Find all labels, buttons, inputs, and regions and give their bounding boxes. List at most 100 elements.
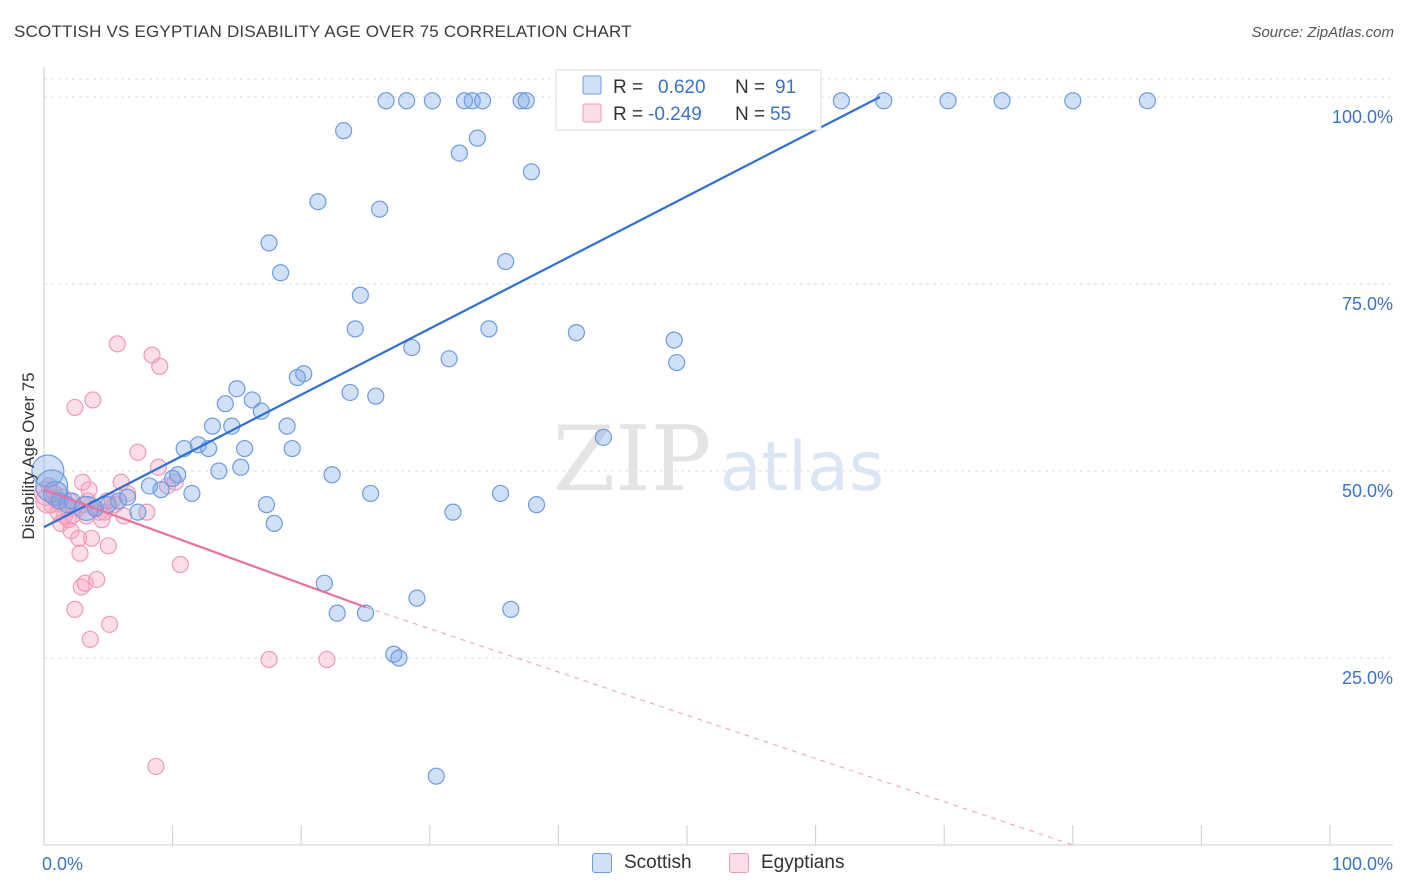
scottish-point [309, 193, 327, 211]
y-axis-label: Disability Age Over 75 [19, 372, 38, 539]
y-tick-label-75: 75.0% [1342, 294, 1393, 314]
legend-n-value-1: 91 [775, 77, 796, 98]
watermark-zip: ZIP [553, 407, 712, 512]
egyptians-point [88, 570, 106, 589]
egyptians-point [318, 650, 336, 669]
scottish-point [335, 122, 353, 140]
legend-item-egyptians: Egyptians [729, 852, 844, 874]
legend-n-label-1: N = [735, 77, 765, 98]
egyptians-point [66, 398, 84, 417]
legend-item-scottish: Scottish [592, 852, 692, 874]
scottish-point [346, 320, 364, 338]
scottish-trend-line [43, 96, 881, 529]
legend-label-scottish: Scottish [624, 852, 692, 873]
axes [43, 67, 1393, 846]
scottish-point [512, 92, 530, 110]
egyptians-point [84, 391, 102, 409]
egyptians-point [108, 335, 126, 353]
scottish-point [169, 466, 187, 484]
scottish-point [1138, 92, 1156, 110]
egyptians-point [151, 357, 169, 375]
egyptians-point [138, 503, 156, 521]
legend-swatch-egyptians [582, 103, 602, 123]
scottish-point [665, 331, 683, 349]
scottish-point [232, 458, 250, 476]
scottish-point [257, 496, 276, 514]
series-legend: Scottish Egyptians [0, 852, 1406, 880]
scottish-point [328, 604, 346, 622]
legend-n-value-2: 55 [770, 104, 791, 125]
scottish-point [129, 503, 147, 521]
scottish-point [993, 92, 1011, 110]
watermark: ZIP atlas [553, 407, 884, 512]
scottish-point [183, 484, 201, 503]
legend-r-label-2: R = [613, 104, 643, 125]
gridlines [44, 78, 1393, 659]
scottish-point [283, 439, 301, 458]
scottish-point [390, 649, 408, 667]
egyptians-point [71, 544, 89, 562]
scottish-point [832, 92, 850, 110]
scottish-point [356, 604, 375, 622]
egyptians-trend-line [43, 488, 366, 609]
scottish-point [315, 574, 333, 592]
scottish-point [403, 338, 421, 357]
egyptians-point [81, 630, 99, 648]
scottish-point [440, 350, 458, 368]
scottish-point [228, 380, 246, 398]
scottish-point [1064, 92, 1082, 110]
scottish-point [480, 320, 498, 338]
x-tick-label-0: 0.0% [42, 854, 83, 874]
scottish-point [272, 264, 290, 282]
egyptians-point [82, 529, 101, 547]
scottish-point [427, 767, 445, 785]
scottish-point [450, 144, 468, 162]
scottish-point [351, 286, 369, 304]
scottish-point [152, 481, 170, 499]
scottish-point [398, 92, 416, 110]
scottish-point [295, 365, 313, 383]
scottish-point [265, 514, 283, 532]
scottish-point [260, 234, 278, 252]
scottish-point [109, 492, 128, 510]
scottish-point [367, 387, 385, 405]
tick-labels: 25.0% 50.0% 75.0% 100.0% 0.0% 100.0% [42, 107, 1393, 874]
scottish-swatch [592, 853, 612, 873]
legend-r-value-1: 0.620 [658, 77, 706, 98]
scottish-point [362, 484, 380, 503]
scottish-point [567, 324, 586, 342]
legend-r-label-1: R = [613, 77, 643, 98]
scottish-point [502, 600, 520, 618]
egyptians-point [70, 529, 88, 547]
egyptians-swatch [729, 853, 749, 873]
y-tick-label-50: 50.0% [1342, 481, 1393, 501]
x-tick-label-100: 100.0% [1332, 854, 1393, 874]
scottish-point [444, 503, 462, 521]
egyptians-point [260, 650, 278, 669]
scottish-point [875, 92, 893, 110]
scottish-point [341, 383, 359, 402]
legend-r-value-2: -0.249 [648, 104, 702, 125]
egyptians-point [129, 443, 147, 461]
trend-lines [43, 96, 1073, 846]
scottish-point [497, 252, 515, 271]
egyptians-point [66, 600, 84, 618]
scottish-point [118, 488, 137, 506]
egyptians-point [171, 555, 189, 574]
scottish-point [210, 462, 228, 480]
legend-n-label-2: N = [735, 104, 765, 125]
egyptians-point [80, 481, 98, 499]
scottish-point [236, 439, 254, 458]
chart-source: Source: ZipAtlas.com [1251, 24, 1394, 41]
scottish-point [377, 92, 395, 110]
legend-label-egyptians: Egyptians [761, 852, 845, 873]
correlation-legend: R = 0.620 N = 91 R = -0.249 N = 55 [555, 69, 822, 131]
scottish-point [668, 353, 686, 372]
scottish-point [473, 92, 492, 110]
legend-swatch-scottish [582, 75, 602, 95]
egyptians-point [147, 757, 165, 776]
scottish-point [243, 391, 261, 409]
scottish-point [216, 395, 234, 413]
egyptians-point [99, 537, 117, 555]
